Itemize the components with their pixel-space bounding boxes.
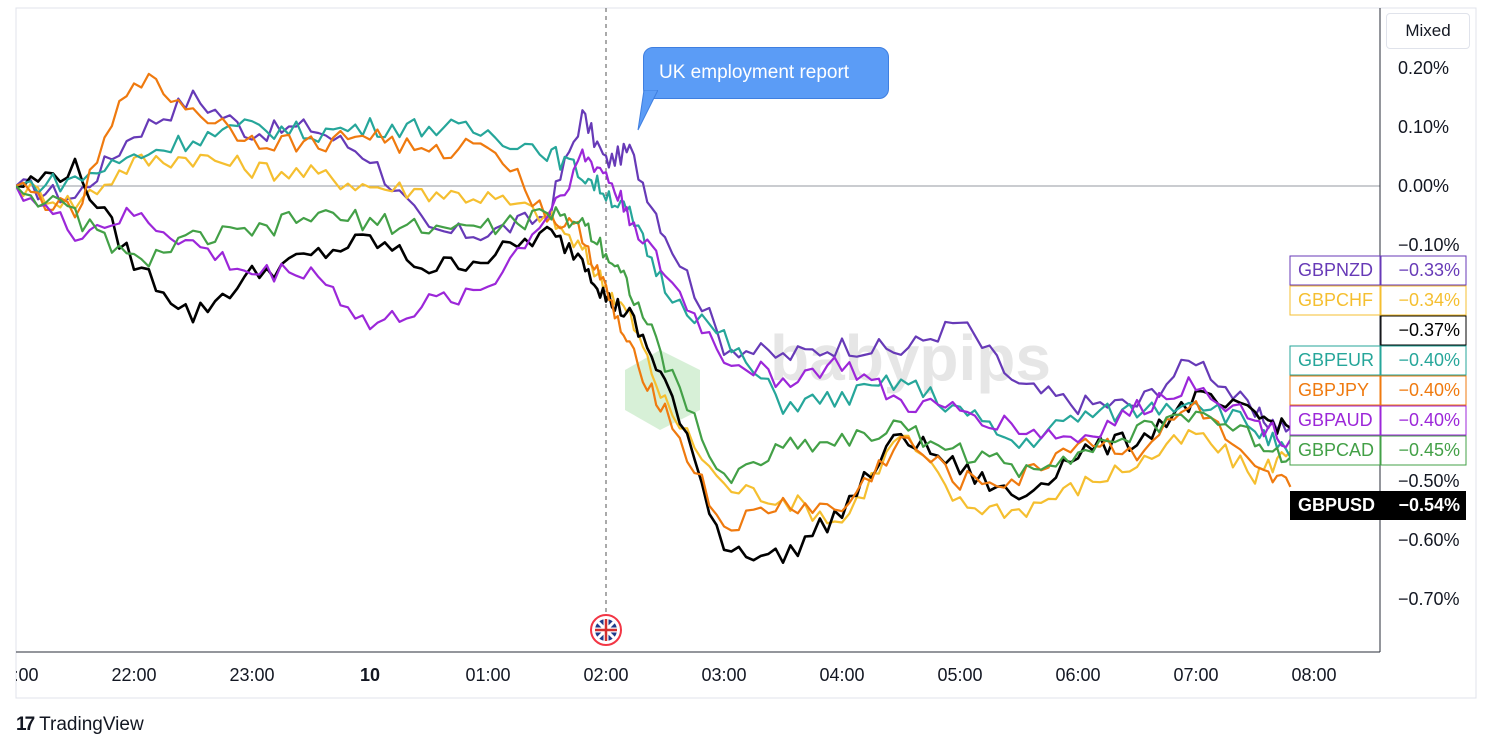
x-tick-label: 06:00 [1055,665,1100,685]
tradingview-logo[interactable]: 17 TradingView [16,714,144,736]
y-tick-label: −0.10% [1398,235,1460,255]
svg-text:−0.34%: −0.34% [1398,290,1460,310]
series-line-gbpnzd[interactable] [16,89,1292,433]
y-tick-label: −0.50% [1398,471,1460,491]
y-tick-label: 0.10% [1398,117,1449,137]
series-layer [16,72,1292,564]
tradingview-logo-text: TradingView [39,714,144,735]
y-tick-label: −0.60% [1398,530,1460,550]
event-callout-label: UK employment report [659,62,850,83]
x-tick-label: 05:00 [937,665,982,685]
x-tick-label: 22:00 [111,665,156,685]
svg-text:−0.33%: −0.33% [1398,260,1460,280]
x-tick-label: 07:00 [1173,665,1218,685]
svg-text:GBPCAD: GBPCAD [1298,440,1374,460]
x-tick-label: 01:00 [465,665,510,685]
last-value-tag-gbpeur: GBPEUR −0.40% [1289,345,1467,376]
last-value-tag-gbpusd: GBPUSD −0.54% [1290,491,1466,520]
svg-text:GBPCHF: GBPCHF [1298,290,1373,310]
last-value-tag-gbpnzd: GBPNZD −0.33% [1289,255,1467,286]
svg-text:GBPNZD: GBPNZD [1298,260,1373,280]
x-tick-label: 04:00 [819,665,864,685]
last-value-tag-gbpaud: GBPAUD −0.40% [1289,405,1467,436]
x-tick-label: 21:00 [0,665,39,685]
tradingview-logo-icon: 17 [16,714,35,735]
svg-text:−0.37%: −0.37% [1398,320,1460,340]
scale-mode-button[interactable]: Mixed [1386,13,1470,49]
svg-text:−0.40%: −0.40% [1398,380,1460,400]
watermark-cube-icon [625,350,700,430]
last-value-tag-gbpchf: GBPCHF −0.34% [1289,285,1467,316]
svg-text:−0.54%: −0.54% [1398,495,1460,515]
series-line-gbpeur[interactable] [16,117,1292,458]
series-line-gbpcad[interactable] [16,185,1292,485]
last-value-tag-gbpusd: −0.37% [1380,315,1467,346]
last-value-tag-gbpjpy: GBPJPY −0.40% [1289,375,1467,406]
x-tick-label: 08:00 [1291,665,1336,685]
x-tick-label: 10 [360,665,380,685]
last-value-tags: GBPNZD −0.33% GBPCHF −0.34% −0.37% GBPEUR −0.4… [1289,255,1467,520]
time-axis[interactable]: 21:00 22:00 23:00 10 01:00 02:00 03:00 04:00 05:… [0,665,1337,685]
y-tick-label: 0.00% [1398,176,1449,196]
event-callout[interactable]: UK employment report [643,47,889,99]
series-line-gbpusd[interactable] [16,157,1292,564]
x-tick-label: 02:00 [583,665,628,685]
svg-text:−0.45%: −0.45% [1398,440,1460,460]
watermark-text: babypips [770,322,1051,394]
y-tick-label: −0.70% [1398,589,1460,609]
babypips-watermark: babypips [625,322,1051,430]
svg-text:−0.40%: −0.40% [1398,350,1460,370]
callout-pointer [637,90,658,131]
series-line-gbpaud[interactable] [16,148,1292,449]
svg-text:GBPAUD: GBPAUD [1298,410,1373,430]
svg-text:GBPJPY: GBPJPY [1298,380,1369,400]
x-tick-label: 23:00 [229,665,274,685]
chart-frame [15,7,1477,699]
series-line-gbpjpy[interactable] [16,72,1292,532]
svg-text:GBPEUR: GBPEUR [1298,350,1374,370]
last-value-tag-gbpcad: GBPCAD −0.45% [1289,435,1467,466]
svg-text:−0.40%: −0.40% [1398,410,1460,430]
x-tick-label: 03:00 [701,665,746,685]
uk-flag-icon[interactable] [590,614,622,646]
svg-text:GBPUSD: GBPUSD [1298,495,1375,515]
y-tick-label: 0.20% [1398,58,1449,78]
